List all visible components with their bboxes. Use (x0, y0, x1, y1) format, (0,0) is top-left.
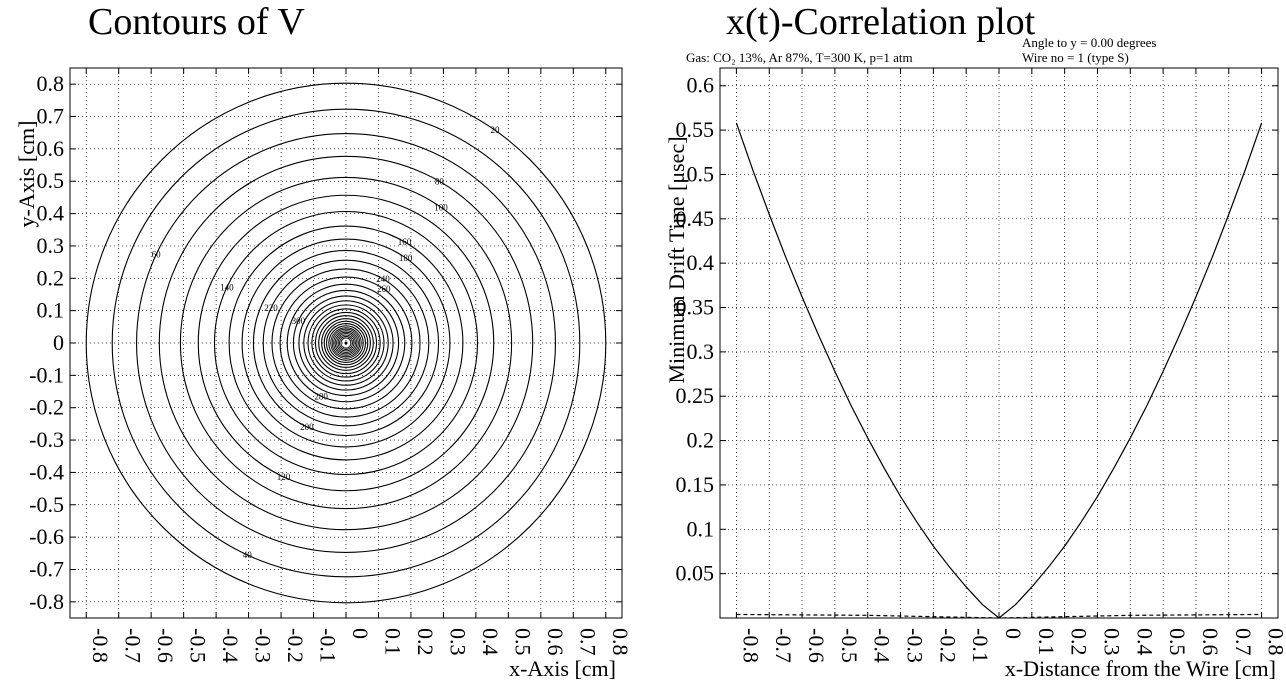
xt-y-tick-label: 0.15 (676, 472, 715, 497)
xt-frame (720, 68, 1278, 618)
xt-x-tick-label: -0.6 (804, 628, 829, 663)
xt-y-tick-label: 0.45 (676, 206, 715, 231)
contour-x-tick-label: 0.4 (478, 628, 503, 656)
xt-y-tick-label: 0.55 (676, 117, 715, 142)
contour-y-tick-label: -0.1 (29, 362, 64, 387)
xt-x-tick-label: -0.1 (968, 628, 993, 663)
contour-level-label: 20 (490, 125, 500, 135)
contour-x-tick-label: 0.1 (380, 628, 405, 656)
xt-x-tick-label: 0.4 (1132, 628, 1157, 656)
contour-x-tick-label: 0 (348, 628, 373, 639)
contour-level-label: 80 (435, 176, 445, 186)
xt-y-tick-label: 0.1 (687, 516, 715, 541)
xt-annotation-wire: Wire no = 1 (type S) (1022, 50, 1129, 65)
contour-level-label: 100 (434, 202, 448, 212)
xt-x-tick-label: -0.7 (771, 628, 796, 663)
contour-y-tick-label: 0.5 (37, 168, 65, 193)
contour-y-tick-label: 0 (53, 330, 64, 355)
xt-x-tick-label: 0 (1001, 628, 1026, 639)
xt-subtitle: Gas: CO₂ 13%, Ar 87%, T=300 K, p=1 atm (686, 50, 913, 65)
contour-x-tick-label: -0.8 (88, 628, 113, 663)
contour-x-tick-label: -0.1 (316, 628, 341, 663)
xt-y-tick-label: 0.05 (676, 561, 715, 586)
xt-x-axis-label: x-Distance from the Wire [cm] (1005, 656, 1276, 681)
contour-x-tick-label: 0.5 (510, 628, 535, 656)
xt-x-tick-label: 0.3 (1099, 628, 1124, 656)
contour-y-tick-label: 0.3 (37, 233, 65, 258)
contour-x-tick-label: 0.8 (608, 628, 633, 656)
xt-x-tick-label: -0.3 (903, 628, 928, 663)
contour-x-tick-label: 0.3 (445, 628, 470, 656)
xt-x-tick-label: -0.2 (935, 628, 960, 663)
contour-level-label: 220 (264, 303, 278, 313)
contour-x-tick-label: -0.6 (153, 628, 178, 663)
xt-y-tick-label: 0.3 (687, 339, 715, 364)
xt-title: x(t)-Correlation plot (726, 1, 1036, 43)
xt-series-drift-time (736, 123, 1261, 618)
xt-y-tick-label: 0.2 (687, 428, 715, 453)
contour-x-tick-label: -0.7 (121, 628, 146, 663)
contour-y-tick-label: -0.6 (29, 524, 64, 549)
contour-level-label: 300 (292, 316, 306, 326)
xt-y-tick-label: 0.25 (676, 383, 715, 408)
contour-level-label: 120 (277, 472, 291, 482)
contour-level-label: 280 (314, 391, 328, 401)
contour-y-tick-label: -0.7 (29, 556, 64, 581)
contour-level-label: 240 (376, 274, 390, 284)
contour-x-tick-label: -0.4 (218, 628, 243, 663)
xt-x-tick-label: 0.2 (1067, 628, 1092, 656)
contour-y-tick-label: -0.8 (29, 589, 64, 614)
contour-y-tick-label: 0.4 (37, 201, 65, 226)
contour-level-label: 40 (243, 550, 253, 560)
contour-level-label: 200 (300, 422, 314, 432)
xt-y-tick-label: 0.35 (676, 295, 715, 320)
contour-y-tick-label: -0.2 (29, 395, 64, 420)
contour-level-label: 140 (220, 282, 234, 292)
contour-x-axis-label: x-Axis [cm] (509, 656, 616, 681)
xt-x-tick-label: 0.6 (1198, 628, 1223, 656)
contour-x-tick-label: 0.6 (543, 628, 568, 656)
xt-x-tick-label: 0.1 (1034, 628, 1059, 656)
xt-y-tick-label: 0.6 (687, 73, 715, 98)
contour-y-tick-label: -0.3 (29, 427, 64, 452)
contour-level-label: 60 (152, 249, 162, 259)
xt-x-tick-label: -0.4 (870, 628, 895, 663)
xt-y-axis-label: Minimum Drift Time [μsec] (664, 136, 689, 383)
contour-y-tick-label: 0.8 (37, 71, 65, 96)
xt-plot: -0.8 -0.7 -0.6 -0.5 -0.4 -0.3 -0.2 -0.1 0 0.1 0.2 0… (676, 68, 1286, 663)
contour-level-label: 180 (399, 253, 413, 263)
contour-x-tick-label: 0.7 (575, 628, 600, 656)
contour-y-tick-label: -0.4 (29, 459, 64, 484)
contour-level-label: 160 (398, 237, 412, 247)
xt-x-tick-label: 0.5 (1165, 628, 1190, 656)
contour-y-tick-label: 0.7 (37, 104, 65, 129)
xt-annotation-angle: Angle to y = 0.00 degrees (1022, 35, 1156, 50)
contour-title: Contours of V (88, 1, 305, 43)
contour-x-tick-label: -0.5 (186, 628, 211, 663)
xt-x-tick-label: 0.7 (1231, 628, 1256, 656)
contour-x-tick-label: -0.2 (283, 628, 308, 663)
xt-x-tick-label: -0.8 (738, 628, 763, 663)
contour-level-label: 260 (377, 284, 391, 294)
contour-x-tick-label: 0.2 (413, 628, 438, 656)
xt-x-tick-label: 0.8 (1264, 628, 1286, 656)
contour-plot: -0.8 -0.7 -0.6 -0.5 -0.4 -0.3 -0.2 -0.1 0 0.1 0.2 0… (29, 68, 633, 663)
contour-y-tick-label: 0.1 (37, 298, 65, 323)
wire-marker (345, 342, 348, 345)
xt-y-tick-label: 0.5 (687, 161, 715, 186)
xt-y-tick-label: 0.4 (687, 250, 715, 275)
contour-y-axis-label: y-Axis [cm] (14, 121, 39, 228)
contour-y-tick-label: 0.2 (37, 265, 65, 290)
contour-x-tick-label: -0.3 (251, 628, 276, 663)
contour-y-tick-label: -0.5 (29, 492, 64, 517)
contour-y-tick-label: 0.6 (37, 136, 65, 161)
xt-x-tick-label: -0.5 (837, 628, 862, 663)
